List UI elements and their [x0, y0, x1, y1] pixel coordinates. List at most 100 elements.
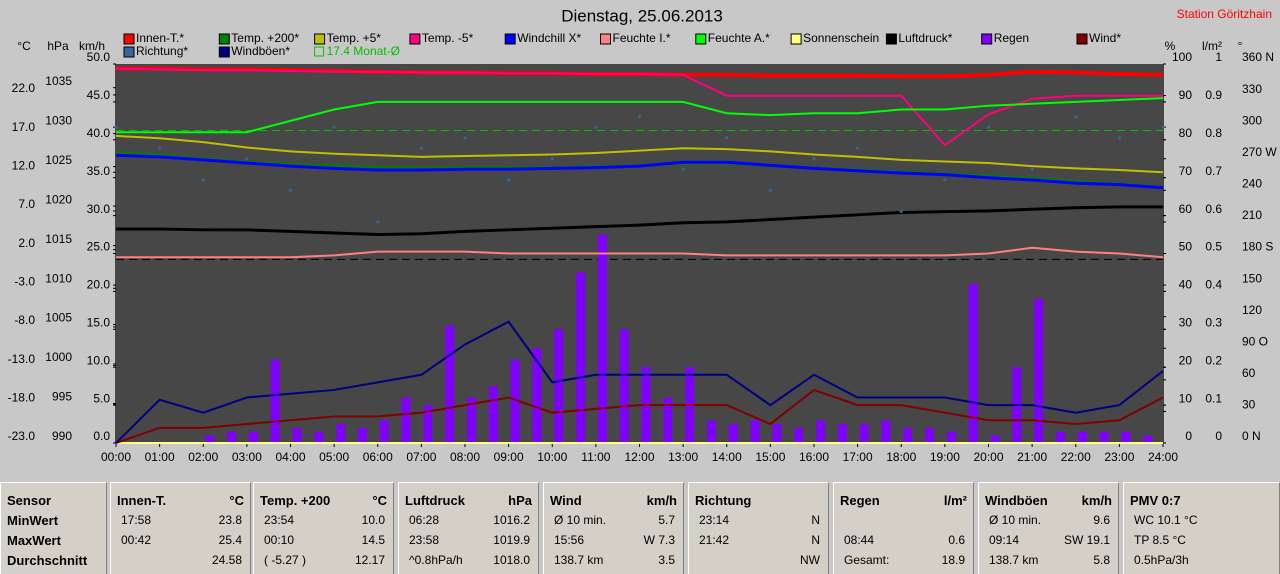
- legend-swatch: [885, 33, 897, 45]
- legend-swatch: [409, 33, 421, 45]
- table-column: PMV 0:7 WC 10.1 °C TP 8.5 °C 0.5hPa/3h: [1123, 482, 1280, 574]
- legend-swatch: [600, 33, 611, 45]
- cell-text: 09:14: [989, 533, 1020, 547]
- legend-swatch: [790, 33, 802, 45]
- legend-swatch: [314, 46, 325, 57]
- legend-label: Feuchte A.*: [708, 31, 770, 45]
- column-unit: hPa: [508, 493, 532, 508]
- rain-bar: [270, 359, 280, 443]
- direction-dot: [768, 188, 772, 192]
- y-tick-label: 150: [1242, 271, 1262, 285]
- cell-value: W 7.3: [643, 533, 675, 547]
- y-tick-label: 360 N: [1242, 50, 1274, 64]
- column-title: Luftdruck: [405, 493, 465, 508]
- column-title: Regen: [840, 493, 880, 508]
- y-tick-label: 12.0: [12, 158, 36, 172]
- y-tick-label: 0: [1215, 429, 1222, 443]
- series-line: [116, 205, 1163, 237]
- x-tick-label: 02:00: [188, 450, 218, 464]
- direction-dot: [419, 146, 423, 150]
- y-tick-label: 60: [1242, 366, 1256, 380]
- cell-value: 5.8: [1093, 553, 1110, 567]
- cell-text: Ø 10 min.: [989, 513, 1042, 527]
- cell-text: MaxWert: [7, 533, 61, 548]
- rain-bar: [816, 420, 825, 443]
- legend-label: Temp. +200*: [231, 31, 299, 45]
- series-line: [116, 97, 1164, 134]
- x-tick-label: 06:00: [363, 450, 393, 464]
- rain-bar: [597, 234, 607, 443]
- series-line: [115, 153, 1164, 190]
- rain-bar: [532, 348, 542, 443]
- rain-bar: [728, 424, 738, 443]
- rain-bar: [314, 431, 324, 443]
- column-title: Sensor: [7, 493, 52, 508]
- x-tick-label: 22:00: [1061, 450, 1091, 464]
- column-unit: km/h: [646, 493, 677, 508]
- direction-dot: [332, 125, 336, 129]
- cell-value: 1018.0: [493, 553, 530, 567]
- y-tick-label: 7.0: [18, 197, 35, 211]
- y-tick-label: 0.9: [1205, 88, 1222, 102]
- cell-text: 08:44: [844, 533, 875, 547]
- cell-text: 23:54: [264, 513, 295, 527]
- rain-bar: [445, 325, 455, 443]
- rain-bar: [1077, 431, 1087, 443]
- column-unit: l/m²: [943, 493, 967, 508]
- legend-label: Richtung*: [136, 44, 188, 58]
- rain-bar: [794, 427, 804, 443]
- table-column: Temp. +200 °C 23:54 10.0 00:10 14.5 ( -5.27 ) 1…: [253, 482, 394, 574]
- cell-value: 14.5: [361, 533, 385, 547]
- rain-bar: [423, 405, 433, 443]
- y-tick-label: 80: [1179, 126, 1193, 140]
- y-tick-label: 10.0: [87, 353, 111, 367]
- y-tick-label: -23.0: [8, 429, 36, 443]
- rain-bar: [336, 424, 346, 443]
- cell-value: 3.5: [658, 553, 675, 567]
- y-tick-label: 20.0: [87, 278, 111, 292]
- cell-value: 0.6: [948, 533, 965, 547]
- direction-dot: [288, 188, 293, 192]
- x-tick-label: 00:00: [101, 450, 131, 464]
- axis-unit: %: [1165, 39, 1176, 53]
- column-title: Innen-T.: [117, 493, 167, 508]
- direction-dot: [1161, 125, 1165, 129]
- rain-bar: [619, 329, 629, 443]
- rain-bar: [1099, 431, 1109, 443]
- x-tick-label: 19:00: [930, 450, 960, 464]
- cell-value: 10.0: [361, 513, 385, 527]
- y-tick-label: 0.0: [93, 429, 110, 443]
- cell-value: 1019.9: [493, 533, 530, 547]
- y-tick-label: 50.0: [87, 50, 111, 64]
- rain-bar: [248, 431, 258, 443]
- y-tick-label: 40: [1179, 278, 1193, 292]
- y-tick-label: 1010: [45, 271, 72, 285]
- direction-dot: [594, 125, 598, 129]
- rain-bar: [205, 435, 215, 443]
- rain-bar: [379, 420, 389, 443]
- y-tick-label: 0.1: [1205, 391, 1222, 405]
- x-tick-label: 18:00: [886, 450, 916, 464]
- x-tick-label: 16:00: [799, 450, 829, 464]
- legend-label: Temp. -5*: [422, 31, 474, 45]
- direction-dot: [158, 146, 162, 150]
- x-tick-label: 13:00: [668, 450, 698, 464]
- cell-value: N: [811, 533, 820, 547]
- y-tick-label: 1: [1215, 50, 1222, 64]
- rain-bar: [488, 386, 498, 443]
- cell-value: 25.4: [218, 533, 242, 547]
- direction-dot: [812, 157, 816, 161]
- cell-value: 1016.2: [493, 513, 530, 527]
- rain-bar: [859, 424, 869, 443]
- column-title: Richtung: [695, 493, 752, 508]
- y-tick-label: 40.0: [87, 126, 111, 140]
- direction-dot: [463, 136, 467, 140]
- y-tick-label: 1000: [45, 350, 72, 364]
- y-tick-label: 120: [1242, 303, 1262, 317]
- cell-text: 23:58: [409, 533, 440, 547]
- series-line: [115, 320, 1164, 444]
- y-tick-label: 50: [1179, 240, 1193, 254]
- axis-unit: °C: [17, 39, 31, 53]
- cell-text: TP 8.5 °C: [1134, 533, 1186, 547]
